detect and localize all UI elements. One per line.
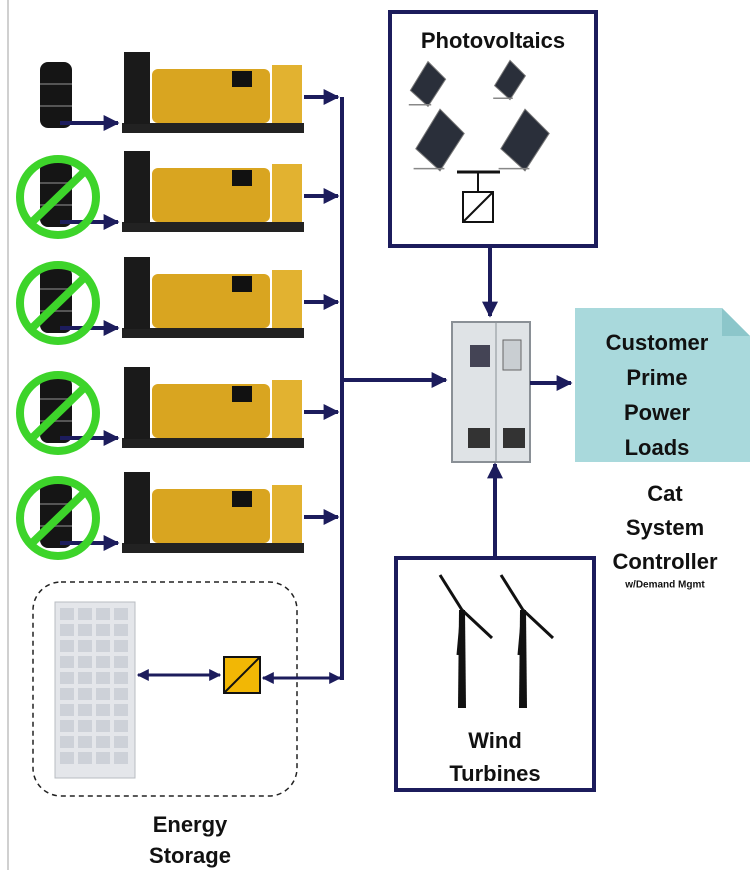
pv-title: Photovoltaics [421,28,565,53]
battery-cell [60,672,74,684]
generator-alternator [272,164,302,222]
battery-cell [114,640,128,652]
wind-label: Wind [468,728,522,753]
battery-cell [96,736,110,748]
cabinet-breaker [503,428,525,448]
battery-cell [60,688,74,700]
battery-cell [78,736,92,748]
controller-label: Controller [612,549,718,574]
generator-base [122,543,304,553]
battery-cell [114,720,128,732]
generator-alternator [272,65,302,123]
storage-label: Energy [153,812,228,837]
battery-cell [60,640,74,652]
generator-engine [152,489,270,543]
generator-radiator [124,52,150,124]
cabinet-breaker [468,428,490,448]
battery-cell [78,672,92,684]
generator-base [122,328,304,338]
controller-label: Cat [647,481,683,506]
storage-label: Storage [149,843,231,868]
generator-radiator [124,257,150,329]
generator-radiator [124,472,150,544]
battery-cell [78,752,92,764]
battery-cell [60,704,74,716]
generator-panel [232,276,252,292]
generator-panel [232,386,252,402]
generator-base [122,438,304,448]
cabinet-panel [503,340,521,370]
customer-loads-label: Loads [625,435,690,460]
battery-cell [78,720,92,732]
controller-note: w/Demand Mgmt [624,580,705,591]
battery-cell [114,704,128,716]
page: {"photovoltaics": {"title": "Photovoltai… [0,0,751,870]
controller-label: System [626,515,704,540]
generator-panel [232,170,252,186]
battery-cell [60,624,74,636]
battery-cell [114,688,128,700]
battery-cell [114,752,128,764]
battery-cell [78,608,92,620]
battery-cell [114,736,128,748]
battery-cell [78,624,92,636]
battery-cell [96,720,110,732]
battery-cell [96,624,110,636]
generator-engine [152,69,270,123]
battery-cell [78,656,92,668]
page-fold [722,308,750,336]
battery-cell [96,656,110,668]
customer-loads-label: Power [624,400,690,425]
wind-box [396,558,594,790]
generator-panel [232,491,252,507]
generator-alternator [272,270,302,328]
generator-base [122,222,304,232]
battery-cell [96,608,110,620]
customer-loads-label: Prime [626,365,687,390]
battery-cell [114,608,128,620]
generator-alternator [272,485,302,543]
battery-cell [96,704,110,716]
battery-cell [60,720,74,732]
generator-base [122,123,304,133]
battery-cell [78,704,92,716]
battery-cell [96,688,110,700]
generators [20,52,338,556]
battery-cell [60,656,74,668]
cabinet-screen [470,345,490,367]
battery-cell [60,736,74,748]
battery-cell [96,640,110,652]
generator-alternator [272,380,302,438]
battery-cell [114,624,128,636]
generator-radiator [124,151,150,223]
battery-cell [114,672,128,684]
battery-cell [78,640,92,652]
fuel-barrel [40,62,72,128]
generator-engine [152,274,270,328]
customer-loads-label: Customer [606,330,709,355]
generator-engine [152,384,270,438]
generator-panel [232,71,252,87]
battery-cell [96,672,110,684]
generator-radiator [124,367,150,439]
power-diagram: Photovoltaics Customer Prime Power Loads Ca… [0,0,751,870]
battery-cell [78,688,92,700]
battery-cell [114,656,128,668]
battery-cell [60,608,74,620]
battery-cell [96,752,110,764]
wind-label: Turbines [449,761,540,786]
generator-engine [152,168,270,222]
battery-cell [60,752,74,764]
